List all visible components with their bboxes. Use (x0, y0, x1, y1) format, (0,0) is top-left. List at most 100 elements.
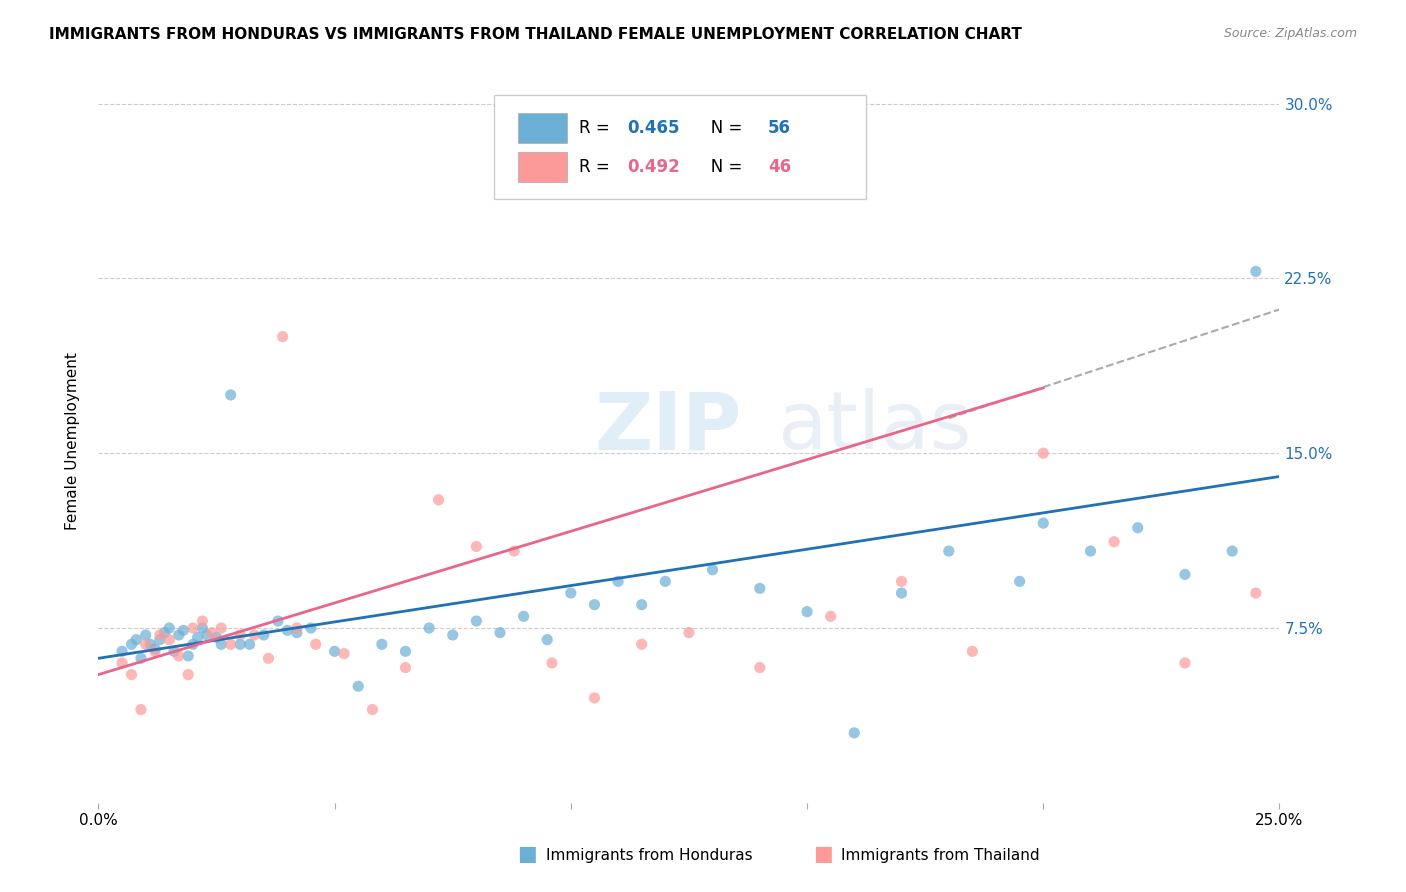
Point (536, 632, 558, 647)
Point (177, 648, 200, 663)
Point (163, 644, 186, 658)
Point (465, 614, 488, 628)
Point (267, 614, 290, 628)
Point (187, 630, 209, 644)
Point (820, 609, 842, 624)
Text: ■: ■ (517, 844, 537, 863)
Text: ■: ■ (813, 844, 832, 863)
Point (465, 540, 488, 554)
Point (1386, 667, 1406, 681)
Point (503, 544, 526, 558)
Point (276, 624, 298, 638)
Point (167, 648, 190, 663)
Point (844, 726, 866, 740)
Point (205, 630, 228, 644)
Point (512, 609, 534, 624)
Point (172, 624, 194, 638)
Point (678, 625, 700, 640)
Text: Immigrants from Honduras: Immigrants from Honduras (546, 848, 752, 863)
Point (541, 656, 564, 670)
Point (191, 614, 214, 628)
Point (333, 647, 356, 661)
Point (181, 621, 204, 635)
Point (139, 637, 162, 651)
Point (285, 621, 308, 635)
Point (890, 574, 912, 589)
Point (1244, 586, 1267, 600)
Text: 46: 46 (768, 158, 792, 176)
Point (181, 637, 204, 651)
Point (121, 667, 143, 681)
Point (157, 621, 180, 635)
Point (143, 642, 166, 657)
Point (371, 637, 394, 651)
Point (167, 628, 190, 642)
Point (890, 586, 912, 600)
Text: 56: 56 (768, 119, 792, 137)
Point (1220, 544, 1243, 558)
Point (257, 651, 280, 665)
Point (418, 621, 440, 635)
Point (560, 586, 582, 600)
Point (962, 644, 984, 658)
Point (125, 632, 148, 647)
Text: Immigrants from Thailand: Immigrants from Thailand (841, 848, 1039, 863)
Point (135, 628, 157, 642)
Text: ZIP: ZIP (595, 388, 742, 467)
Point (583, 690, 606, 705)
Text: atlas: atlas (778, 388, 972, 467)
Point (630, 598, 652, 612)
Point (1032, 446, 1054, 460)
Point (1339, 656, 1361, 670)
Point (209, 621, 232, 635)
Point (1174, 656, 1197, 670)
Text: 0.492: 0.492 (627, 158, 681, 176)
Point (748, 582, 770, 596)
Point (347, 679, 370, 693)
Point (323, 644, 346, 658)
Point (121, 637, 143, 651)
Point (143, 644, 166, 658)
Point (201, 625, 224, 640)
Point (583, 598, 606, 612)
Text: 0.465: 0.465 (627, 119, 681, 137)
Point (441, 628, 464, 642)
Y-axis label: Female Unemployment: Female Unemployment (65, 352, 80, 531)
Point (153, 625, 176, 640)
Point (271, 329, 294, 343)
Point (607, 574, 630, 589)
Point (1008, 574, 1031, 589)
Point (427, 492, 450, 507)
FancyBboxPatch shape (517, 112, 567, 143)
Point (149, 632, 172, 647)
Point (394, 660, 416, 674)
Point (177, 667, 200, 681)
Point (299, 621, 322, 635)
Text: Source: ZipAtlas.com: Source: ZipAtlas.com (1223, 27, 1357, 40)
Point (135, 637, 157, 651)
Point (129, 702, 152, 716)
Text: N =: N = (695, 119, 748, 137)
Point (219, 637, 242, 651)
Point (1032, 516, 1054, 530)
Point (1174, 567, 1197, 582)
Point (1292, 632, 1315, 647)
Point (361, 702, 384, 716)
Point (489, 625, 512, 640)
Point (1102, 534, 1125, 549)
Point (1362, 660, 1385, 674)
Text: IMMIGRANTS FROM HONDURAS VS IMMIGRANTS FROM THAILAND FEMALE UNEMPLOYMENT CORRELA: IMMIGRANTS FROM HONDURAS VS IMMIGRANTS F… (49, 27, 1022, 42)
Text: N =: N = (695, 158, 748, 176)
Point (229, 637, 252, 651)
Point (796, 605, 818, 619)
Point (219, 388, 242, 402)
Point (157, 632, 180, 647)
Point (243, 628, 266, 642)
Point (285, 625, 308, 640)
Point (149, 628, 172, 642)
FancyBboxPatch shape (494, 95, 866, 200)
Point (195, 628, 218, 642)
Point (305, 637, 328, 651)
Point (394, 644, 416, 658)
Point (1126, 521, 1149, 535)
